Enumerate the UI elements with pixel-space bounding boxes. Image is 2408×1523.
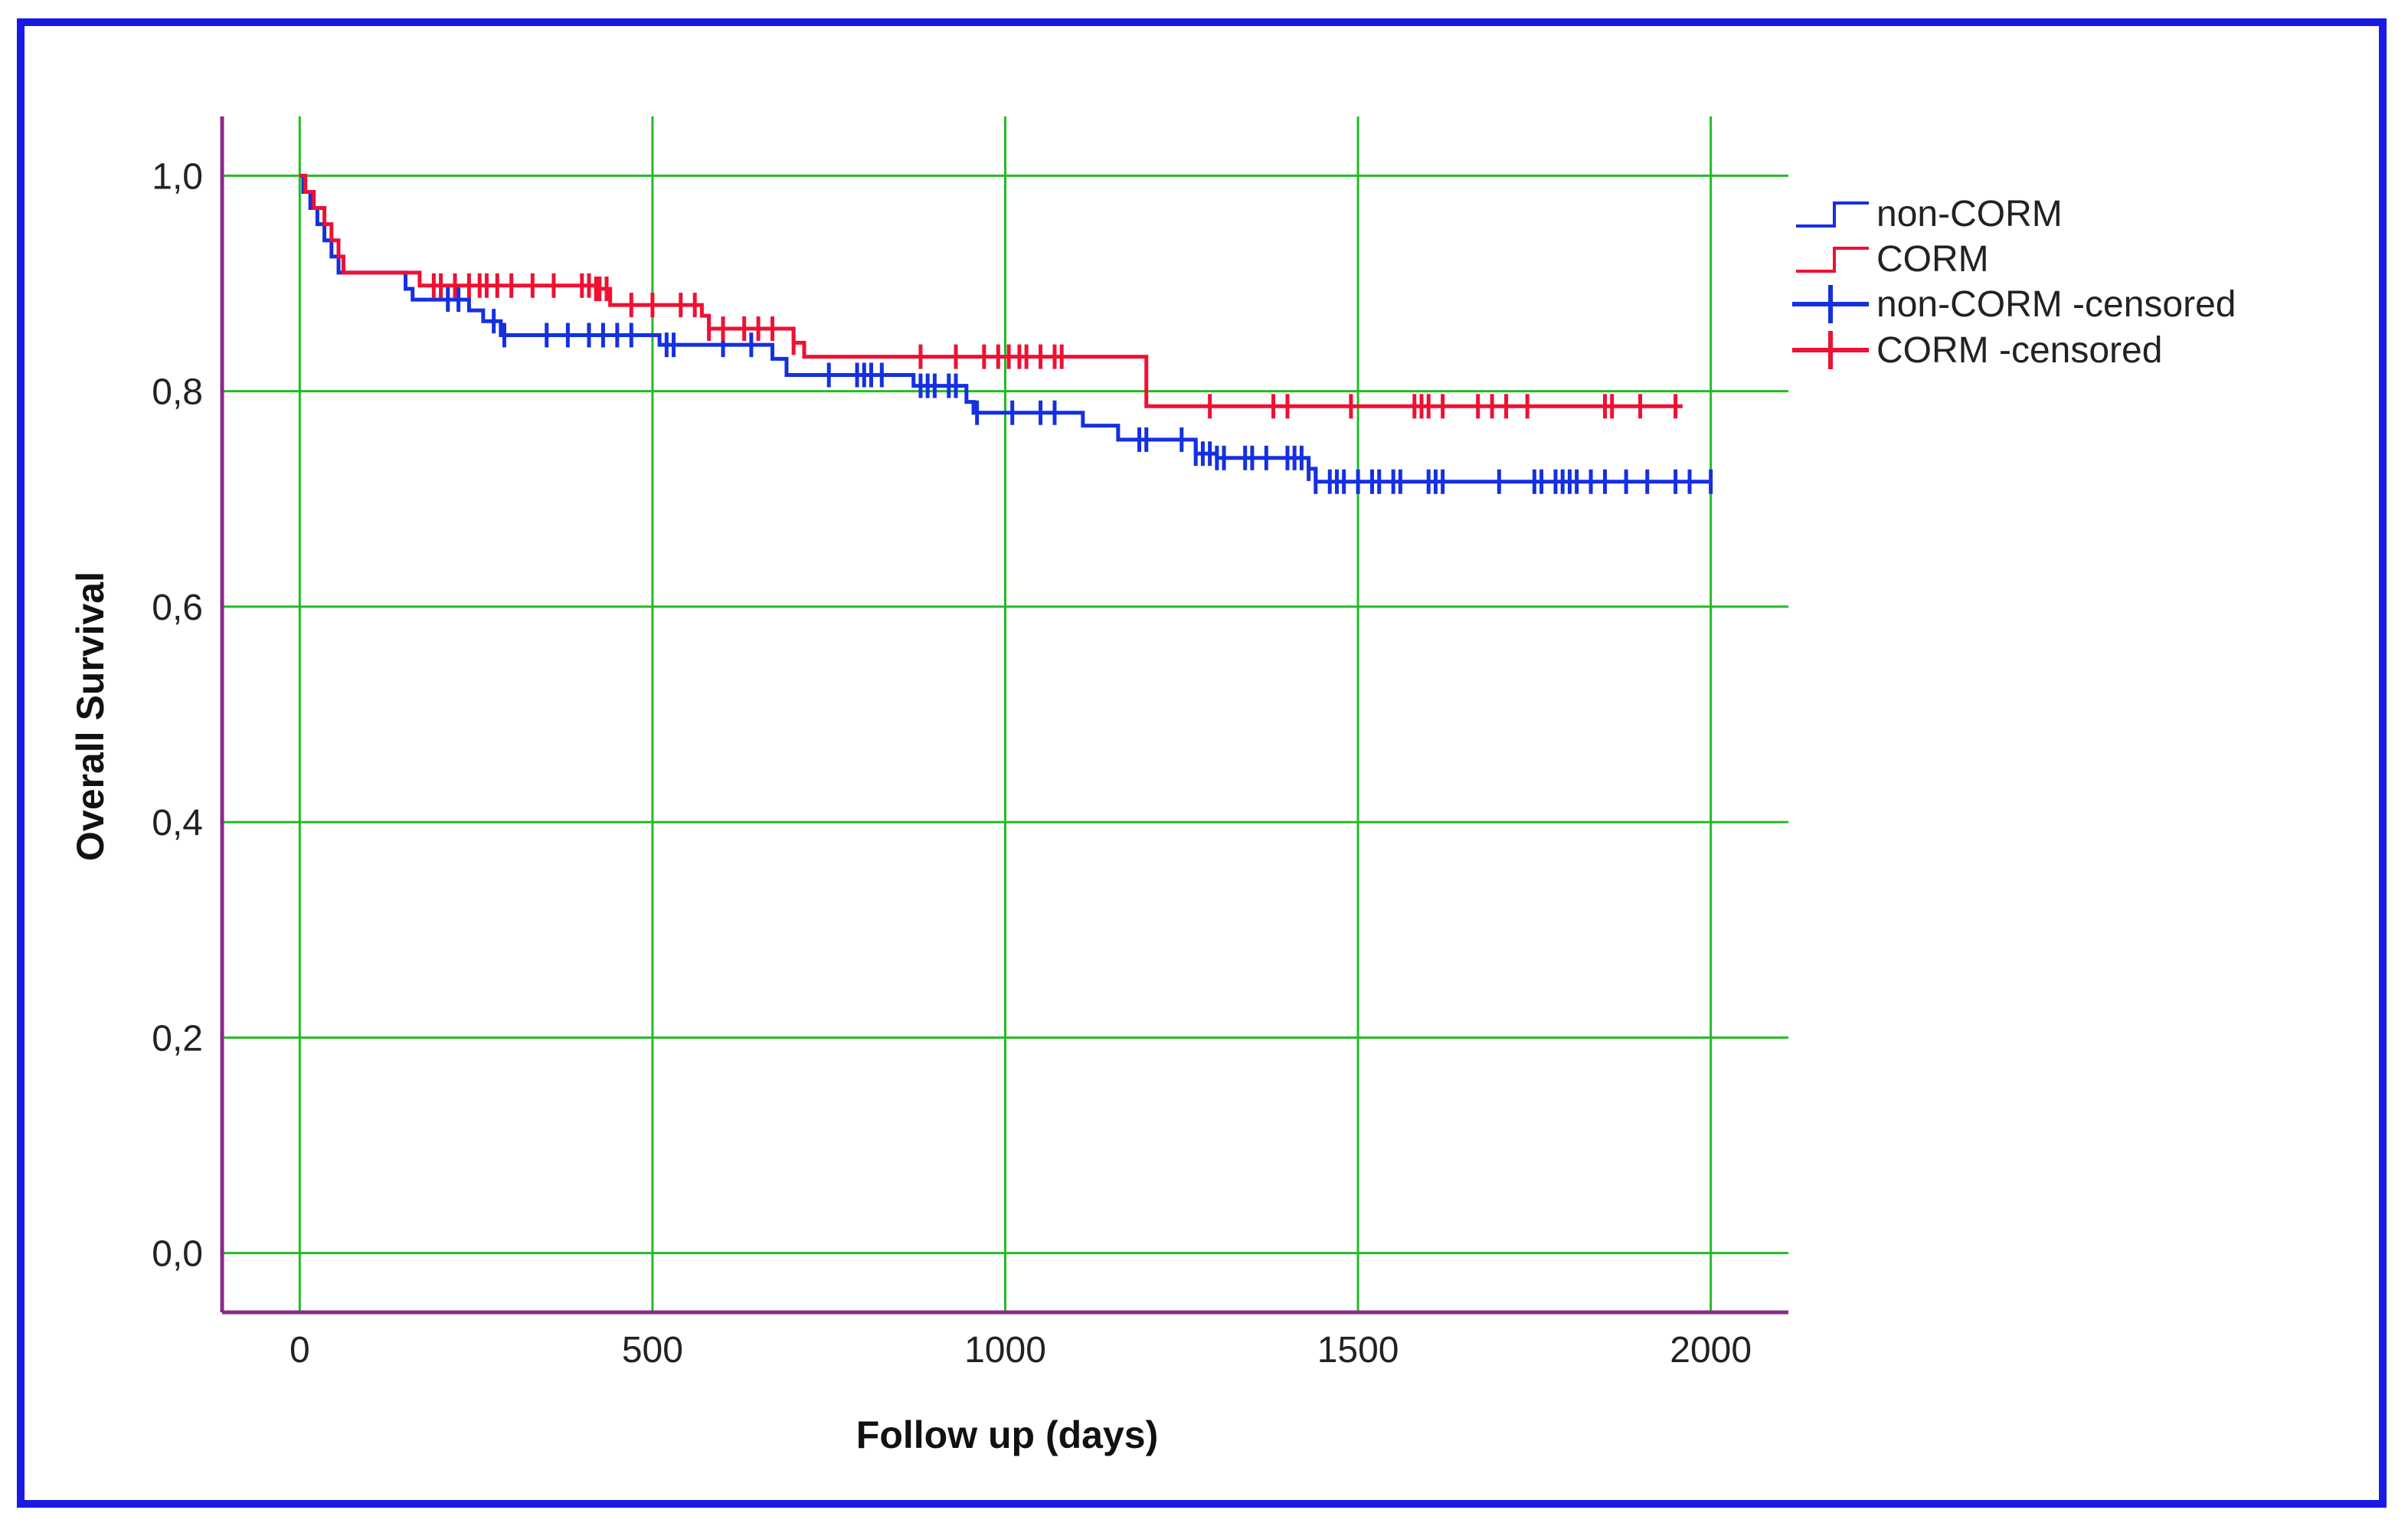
legend-item-corm-censored: CORM -censored [1792, 330, 2162, 371]
y-tick-label: 0,6 [152, 588, 203, 628]
legend-item-non-corm: non-CORM [1796, 194, 2063, 234]
y-tick-label: 0,2 [152, 1018, 203, 1059]
y-tick-label: 0,4 [152, 803, 203, 843]
chart-frame [17, 18, 2387, 1508]
legend-step-symbol [1796, 247, 1869, 273]
series-layer [299, 173, 1713, 494]
x-axis-title: Follow up (days) [856, 1413, 1158, 1456]
x-tick-label: 1000 [964, 1330, 1046, 1371]
legend-label: non-CORM -censored [1876, 284, 2236, 325]
legend: non-CORM CORM non-CORM -censored CORM -c… [1792, 194, 2236, 371]
y-tick-label: 1,0 [152, 156, 203, 197]
axis-layer [220, 116, 1788, 1315]
legend-item-non-corm-censored: non-CORM -censored [1792, 284, 2236, 325]
y-tick-label: 0,8 [152, 372, 203, 413]
legend-item-corm: CORM [1796, 239, 1989, 280]
x-tick-label: 2000 [1670, 1330, 1752, 1371]
x-tick-label: 0 [290, 1330, 310, 1371]
legend-label: CORM [1876, 239, 1989, 280]
legend-label: non-CORM [1876, 194, 2063, 234]
tick-labels: 0 500 1000 1500 2000 0,0 0,2 0,4 0,6 0,8 1,0 [152, 156, 1752, 1371]
x-tick-label: 500 [622, 1330, 683, 1371]
series-line-corm [299, 173, 1683, 408]
y-tick-label: 0,0 [152, 1234, 203, 1275]
x-tick-label: 1500 [1317, 1330, 1399, 1371]
y-axis-title: Overall Survival [69, 572, 112, 861]
legend-label: CORM -censored [1876, 330, 2162, 371]
legend-step-symbol [1796, 201, 1869, 228]
